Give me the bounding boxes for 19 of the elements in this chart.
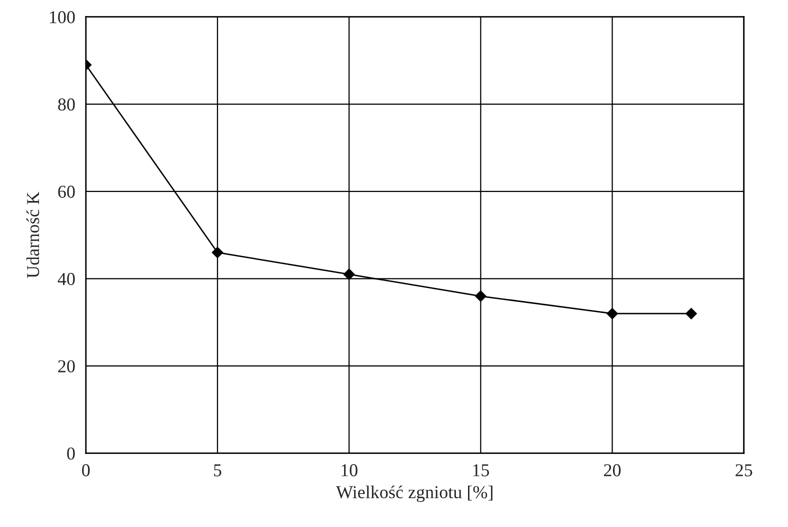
point [606,308,618,320]
y-tick-label: 40 [58,272,75,286]
x-tick-label: 5 [214,464,222,476]
point [343,268,355,280]
x-tick-label: 10 [342,464,358,476]
point [686,308,697,320]
y-tick-label: 0 [67,447,75,460]
x-tick-label: 20 [604,464,621,476]
y-tick-label: 100 [50,11,75,24]
x-tick-label: 15 [473,464,490,476]
y-tick-label: 80 [58,98,75,111]
x-tick-label: 0 [82,464,90,476]
x-axis-title: Wielkość zgniotu [%] [336,486,492,502]
point [212,246,224,258]
x-tick-label: 25 [736,464,752,476]
y-tick-label: 20 [58,360,75,372]
y-axis-title: Udarność K [26,192,40,278]
point [475,290,486,302]
y-tick-label: 60 [58,186,75,198]
